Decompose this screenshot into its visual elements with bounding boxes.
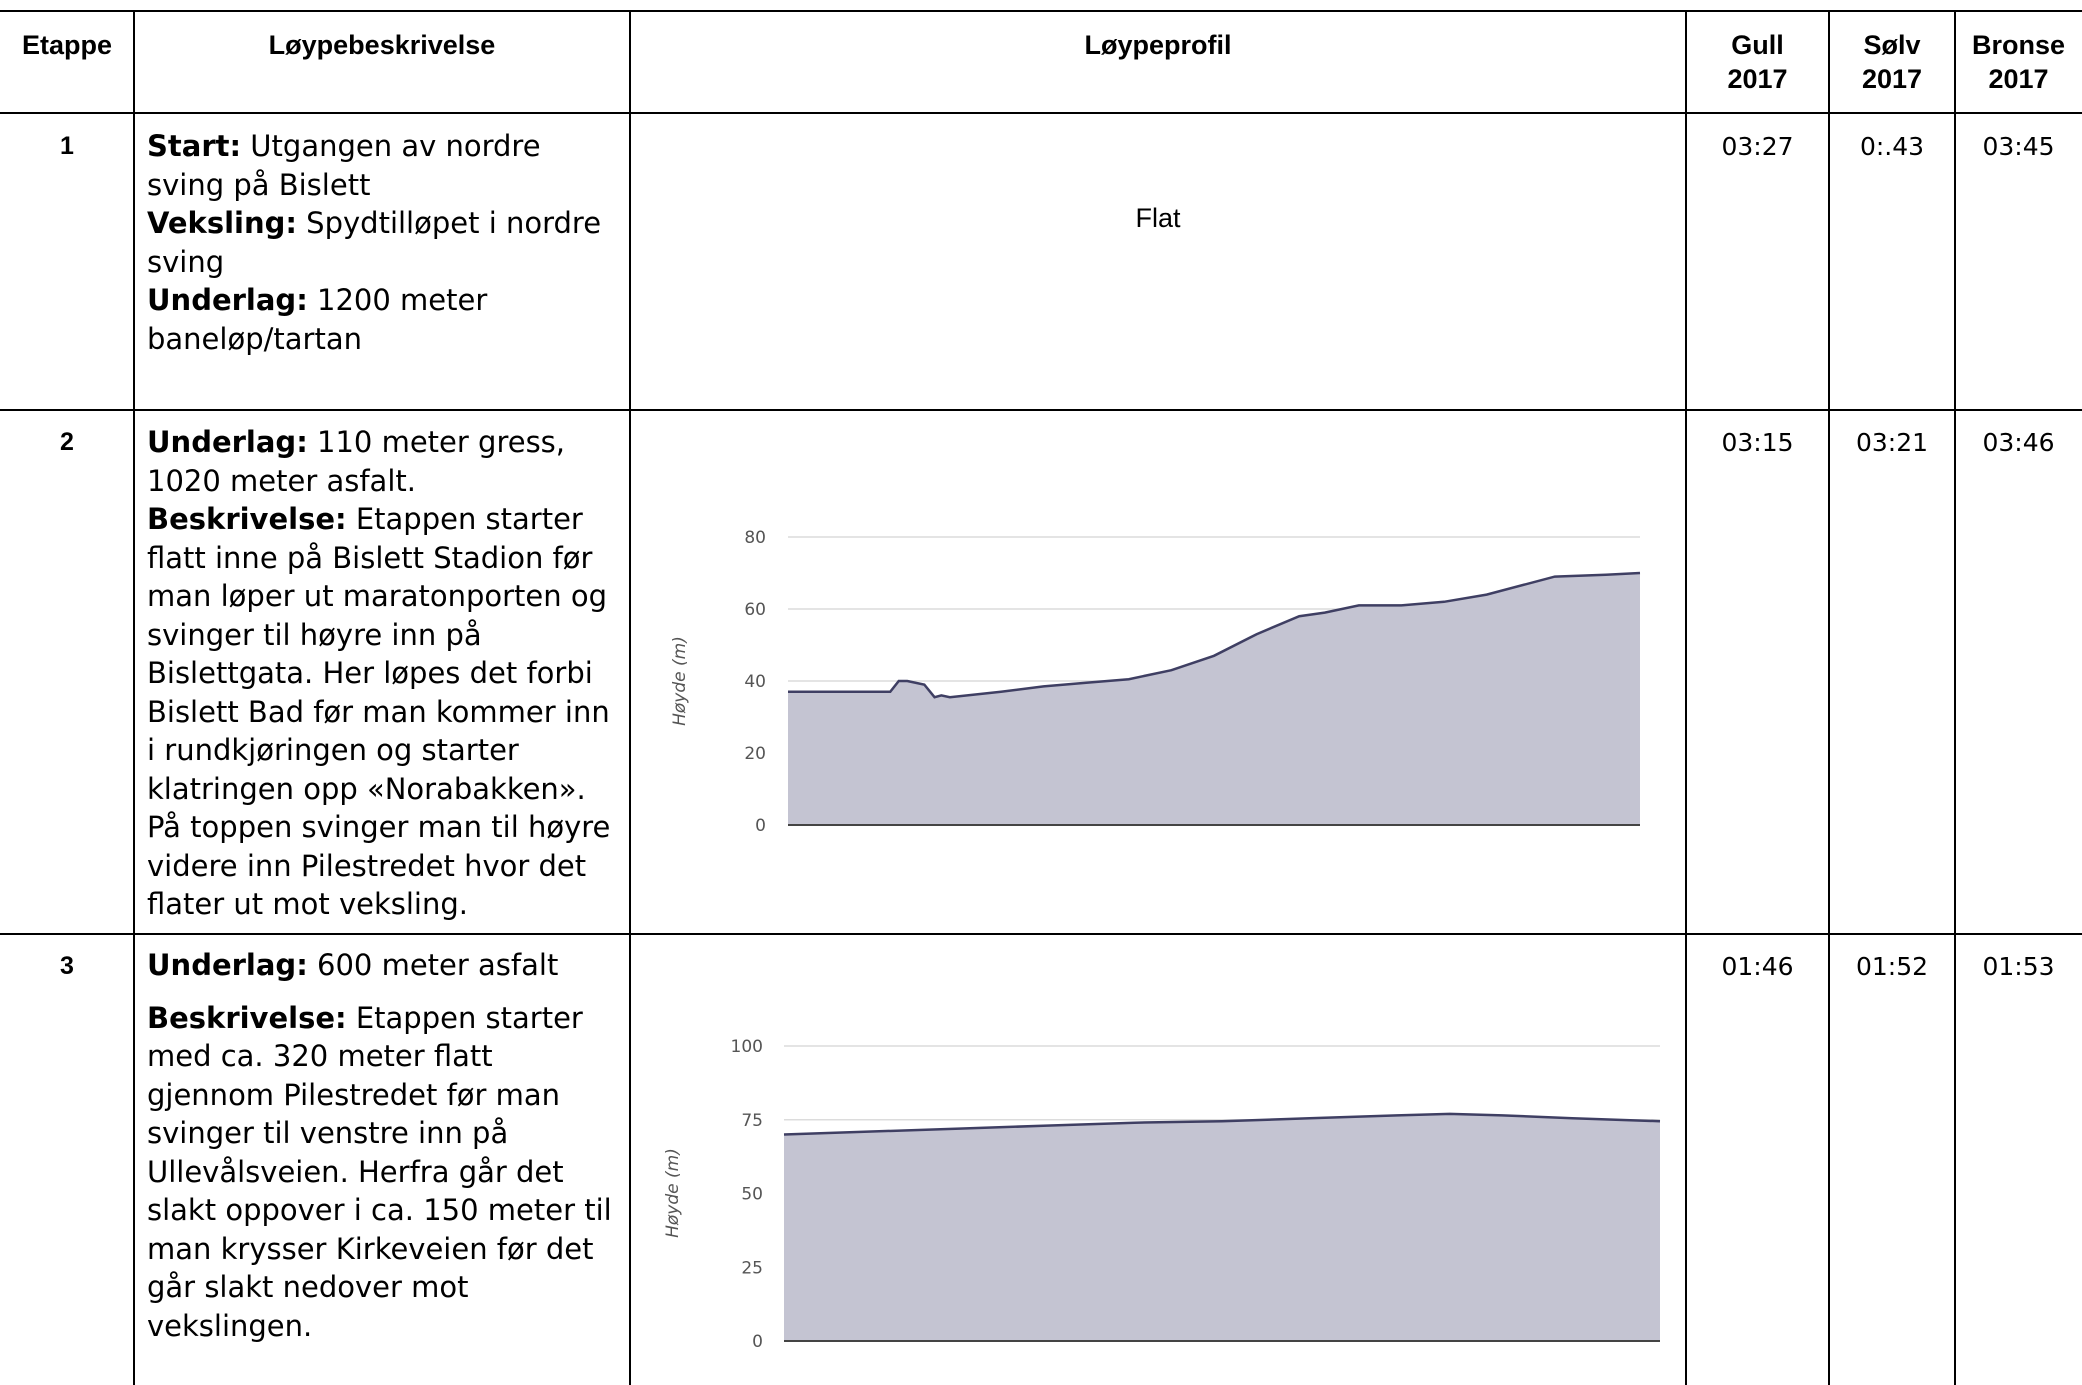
row-3-gull: 01:46	[1721, 952, 1794, 981]
y-tick-label: 100	[731, 1037, 763, 1057]
desc-label: Underlag:	[147, 425, 308, 459]
desc-label: Beskrivelse:	[147, 502, 347, 536]
y-axis-label: Høyde (m)	[670, 636, 690, 726]
row-2-description: Underlag: 110 meter gress, 1020 meter as…	[134, 423, 630, 924]
y-tick-label: 60	[744, 600, 766, 620]
desc-text: Etappen starter med ca. 320 meter flatt …	[147, 1000, 612, 1343]
header-beskrivelse: Løypebeskrivelse	[268, 30, 496, 60]
desc-text: Spydtilløpet i nordre sving	[147, 206, 602, 279]
desc-label: Underlag:	[147, 948, 308, 982]
y-tick-label: 25	[741, 1258, 763, 1278]
row-3-description: Underlag: 600 meter asfalt Beskrivelse: …	[134, 946, 630, 1345]
row-3-number: 3	[60, 952, 74, 980]
header-solv-year: 2017	[1861, 64, 1923, 94]
header-gull-year: 2017	[1727, 64, 1788, 94]
row-2-desc-para: Underlag: 110 meter gress, 1020 meter as…	[147, 423, 624, 500]
desc-text: Utgangen av nordre sving på Bislett	[147, 129, 541, 202]
y-tick-label: 75	[741, 1111, 763, 1131]
desc-label: Start:	[147, 129, 242, 163]
elevation-line	[788, 571, 1641, 699]
row-1-desc-para: Underlag: 1200 meter baneløp/tartan	[147, 281, 624, 358]
desc-text: Etappen starter flatt inne på Bislett St…	[147, 502, 611, 921]
header-bronse-year: 2017	[1988, 64, 2049, 94]
desc-label: Beskrivelse:	[147, 1000, 347, 1035]
row-3-desc-para: Underlag: 600 meter asfalt	[147, 946, 624, 985]
elevation-area	[788, 573, 1640, 825]
row-1-gull: 03:27	[1721, 132, 1794, 161]
header-bronse: Bronse 2017	[1955, 28, 2082, 96]
y-tick-label: 0	[752, 1332, 763, 1352]
elevation-area	[784, 1113, 1660, 1341]
row-3-desc-para: Beskrivelse: Etappen starter med ca. 320…	[147, 999, 624, 1346]
row-1-desc-para: Start: Utgangen av nordre sving på Bisle…	[147, 127, 624, 204]
elevation-line	[783, 1112, 1661, 1136]
row-1-profile-text: Flat	[1135, 203, 1181, 233]
row-2-bronse: 03:46	[1982, 428, 2055, 457]
desc-text: 110 meter gress, 1020 meter asfalt.	[147, 425, 566, 498]
row-2-desc-para: Beskrivelse: Etappen starter flatt inne …	[147, 500, 624, 924]
desc-label: Veksling:	[147, 206, 297, 240]
row-1-description: Start: Utgangen av nordre sving på Bisle…	[134, 127, 630, 358]
y-axis-label: Høyde (m)	[663, 1148, 683, 1238]
y-tick-label: 20	[744, 744, 766, 764]
y-tick-label: 50	[741, 1185, 763, 1205]
header-profil: Løypeprofil	[1084, 30, 1232, 60]
elevation-chart-row-3: 0 25 50 75 100 Høyde (m)	[663, 1037, 1661, 1352]
row-2-solv: 03:21	[1855, 428, 1929, 457]
y-tick-label: 0	[755, 816, 766, 836]
header-gull-label: Gull	[1731, 30, 1784, 60]
row-1-bronse: 03:45	[1982, 132, 2055, 161]
row-2-number: 2	[60, 428, 74, 456]
desc-text: 1200 meter baneløp/tartan	[147, 283, 488, 356]
header-solv-label: Sølv	[1863, 30, 1921, 60]
row-3-bronse: 01:53	[1982, 952, 2055, 981]
row-2-gull: 03:15	[1721, 428, 1794, 457]
elevation-chart-row-2: 0 20 40 60 80 Høyde (m)	[670, 528, 1641, 836]
desc-label: Underlag:	[147, 283, 308, 317]
row-1-desc-para: Veksling: Spydtilløpet i nordre sving	[147, 204, 624, 281]
header-bronse-label: Bronse	[1971, 30, 2066, 60]
header-etappe: Etappe	[21, 30, 113, 60]
desc-text: 600 meter asfalt	[307, 948, 559, 982]
y-tick-label: 40	[744, 672, 766, 692]
row-3-solv: 01:52	[1855, 952, 1929, 981]
row-1-number: 1	[60, 132, 74, 160]
y-tick-label: 80	[744, 528, 766, 548]
header-gull: Gull 2017	[1686, 28, 1829, 96]
header-solv: Sølv 2017	[1829, 28, 1955, 96]
row-1-solv: 0:.43	[1859, 132, 1925, 161]
